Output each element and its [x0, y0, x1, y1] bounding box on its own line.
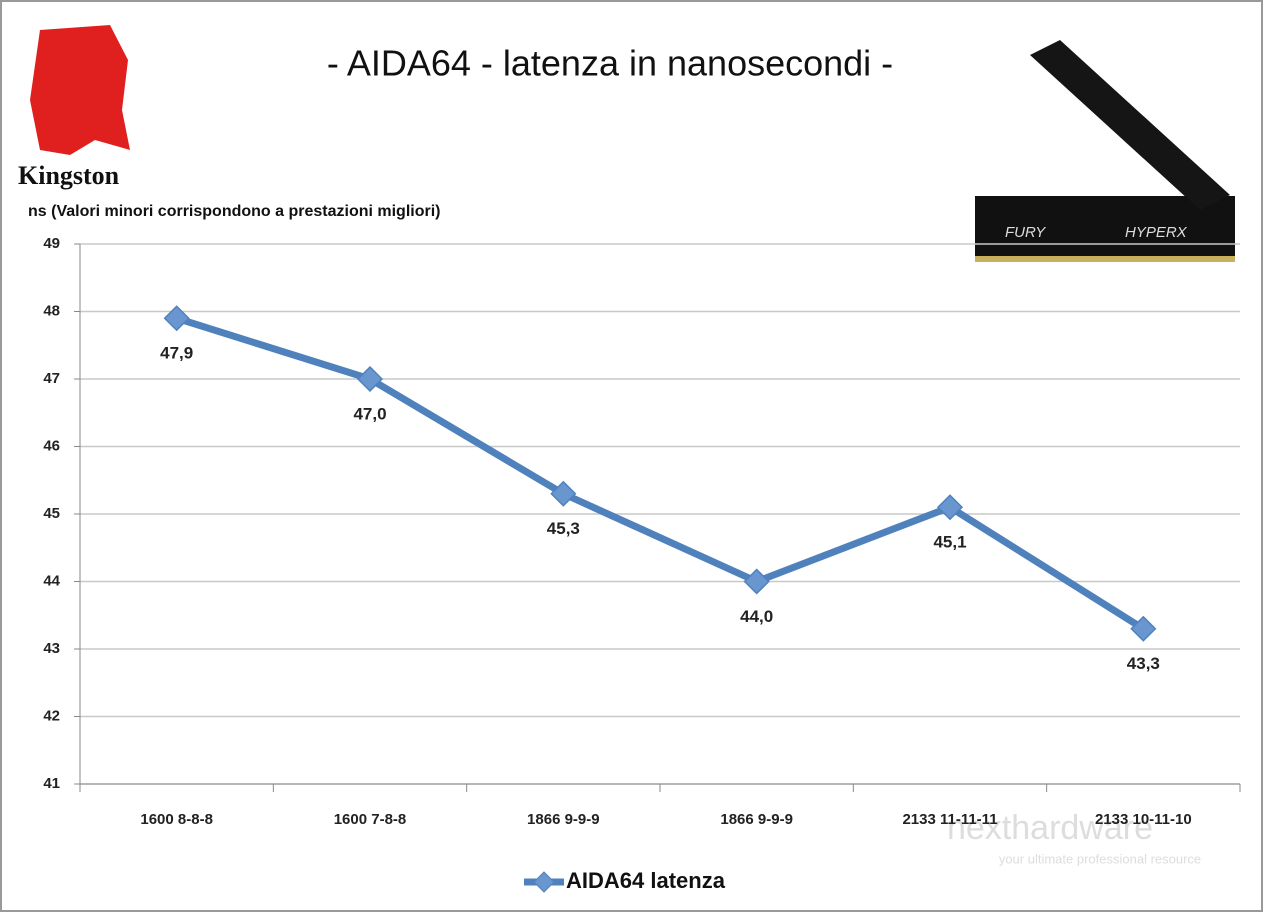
point	[356, 365, 384, 393]
y-tick-label: 48	[43, 302, 60, 319]
ram-label: HYPERX	[1125, 224, 1188, 241]
watermark: your ultimate professional resource	[999, 851, 1201, 866]
value-label: 45,1	[933, 533, 966, 552]
value-label: 45,3	[547, 519, 580, 538]
x-tick-label: 2133 11-11-11	[902, 811, 997, 828]
y-tick-label: 41	[43, 775, 60, 792]
legend-label: AIDA64 latenza	[566, 868, 726, 893]
subtitle: ns (Valori minori corrispondono a presta…	[28, 203, 441, 220]
y-tick-label: 49	[43, 235, 60, 252]
legend-marker	[533, 871, 555, 893]
value-label: 47,9	[160, 344, 193, 363]
value-label: 43,3	[1127, 654, 1160, 673]
y-tick-label: 43	[43, 640, 60, 657]
ram-label: FURY	[1005, 224, 1046, 241]
logo-head	[30, 25, 130, 155]
y-tick-label: 46	[43, 437, 60, 454]
value-label: 44,0	[740, 607, 773, 626]
y-tick-label: 47	[43, 370, 60, 387]
point	[1130, 615, 1157, 642]
x-tick-label: 1866 9-9-9	[527, 811, 600, 828]
point	[163, 305, 190, 332]
y-tick-label: 42	[43, 707, 60, 724]
watermark: nexthardware	[947, 809, 1153, 847]
value-label: 47,0	[353, 404, 386, 423]
x-tick-label: 1600 7-8-8	[334, 811, 407, 828]
logo-text: Kingston	[18, 161, 120, 190]
y-tick-label: 45	[43, 505, 60, 522]
ram-image: FURY HYPERX	[975, 40, 1235, 262]
x-tick-label: 1866 9-9-9	[720, 811, 793, 828]
chart-title: - AIDA64 - latenza in nanosecondi -	[327, 43, 893, 84]
x-tick-label: 1600 8-8-8	[140, 811, 213, 828]
point	[936, 494, 964, 521]
line	[175, 314, 1146, 632]
y-tick-label: 44	[43, 572, 60, 589]
x-tick-label: 2133 10-11-10	[1095, 811, 1192, 828]
point	[550, 480, 577, 507]
point	[743, 568, 770, 595]
